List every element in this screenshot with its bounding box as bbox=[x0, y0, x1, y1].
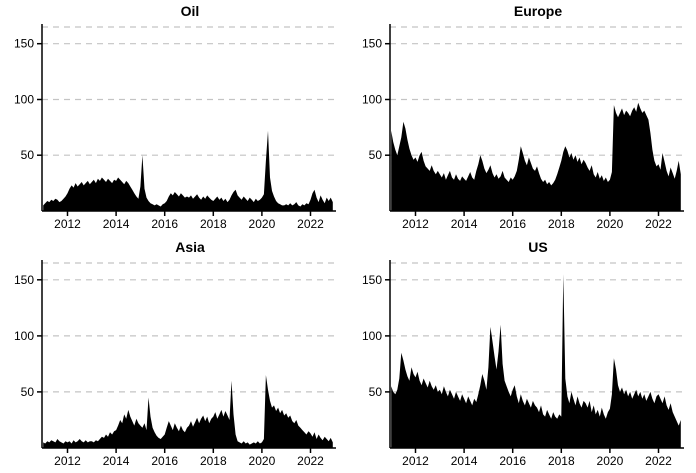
chart-title-europe: Europe bbox=[513, 3, 563, 19]
svg-text:150: 150 bbox=[14, 273, 34, 287]
svg-text:2016: 2016 bbox=[499, 217, 526, 231]
svg-text:50: 50 bbox=[369, 385, 383, 399]
europe-area-chart: 50 100 150 2012 2014 2016 2018 2020 2022 bbox=[362, 24, 684, 231]
svg-text:2022: 2022 bbox=[645, 454, 672, 468]
svg-text:2018: 2018 bbox=[548, 454, 575, 468]
oil-area-chart: 50 100 150 2012 2014 2016 2018 2020 2022 bbox=[14, 24, 336, 231]
chart-panel-us: US 50 100 150 2012 2014 2016 2018 2020 2022 bbox=[348, 236, 696, 473]
svg-text:2020: 2020 bbox=[597, 217, 624, 231]
svg-text:2012: 2012 bbox=[402, 217, 429, 231]
svg-text:2014: 2014 bbox=[451, 217, 478, 231]
svg-text:100: 100 bbox=[362, 329, 382, 343]
chart-title-us: US bbox=[528, 239, 548, 255]
svg-text:2018: 2018 bbox=[200, 217, 227, 231]
svg-text:2014: 2014 bbox=[103, 454, 130, 468]
svg-text:2016: 2016 bbox=[499, 454, 526, 468]
svg-text:150: 150 bbox=[362, 273, 382, 287]
svg-text:2018: 2018 bbox=[200, 454, 227, 468]
svg-text:2022: 2022 bbox=[297, 217, 324, 231]
svg-text:2022: 2022 bbox=[645, 217, 672, 231]
svg-text:2020: 2020 bbox=[249, 217, 276, 231]
svg-text:2012: 2012 bbox=[54, 217, 81, 231]
svg-text:100: 100 bbox=[14, 93, 34, 107]
svg-text:2014: 2014 bbox=[451, 454, 478, 468]
svg-text:50: 50 bbox=[369, 148, 383, 162]
asia-area-chart: 50 100 150 2012 2014 2016 2018 2020 2022 bbox=[14, 260, 336, 468]
svg-text:2020: 2020 bbox=[249, 454, 276, 468]
chart-panel-asia: Asia 50 100 150 2012 2014 2016 2018 2020 2022 bbox=[0, 236, 348, 473]
svg-text:50: 50 bbox=[21, 385, 35, 399]
svg-text:2012: 2012 bbox=[54, 454, 81, 468]
svg-text:2012: 2012 bbox=[402, 454, 429, 468]
us-area-chart: 50 100 150 2012 2014 2016 2018 2020 2022 bbox=[362, 260, 684, 468]
svg-text:100: 100 bbox=[14, 329, 34, 343]
svg-text:2016: 2016 bbox=[151, 217, 178, 231]
chart-title-asia: Asia bbox=[175, 239, 205, 255]
chart-panel-europe: Europe 50 100 150 2012 2014 2016 2018 2020 2022 bbox=[348, 0, 696, 236]
svg-text:150: 150 bbox=[14, 37, 34, 51]
svg-text:100: 100 bbox=[362, 93, 382, 107]
svg-text:2020: 2020 bbox=[597, 454, 624, 468]
svg-text:2018: 2018 bbox=[548, 217, 575, 231]
svg-text:2014: 2014 bbox=[103, 217, 130, 231]
svg-text:50: 50 bbox=[21, 148, 35, 162]
svg-text:2022: 2022 bbox=[297, 454, 324, 468]
svg-text:2016: 2016 bbox=[151, 454, 178, 468]
chart-panel-oil: Oil 50 100 150 2012 2014 2016 2018 2020 2022 bbox=[0, 0, 348, 236]
chart-title-oil: Oil bbox=[180, 3, 200, 19]
svg-text:150: 150 bbox=[362, 37, 382, 51]
